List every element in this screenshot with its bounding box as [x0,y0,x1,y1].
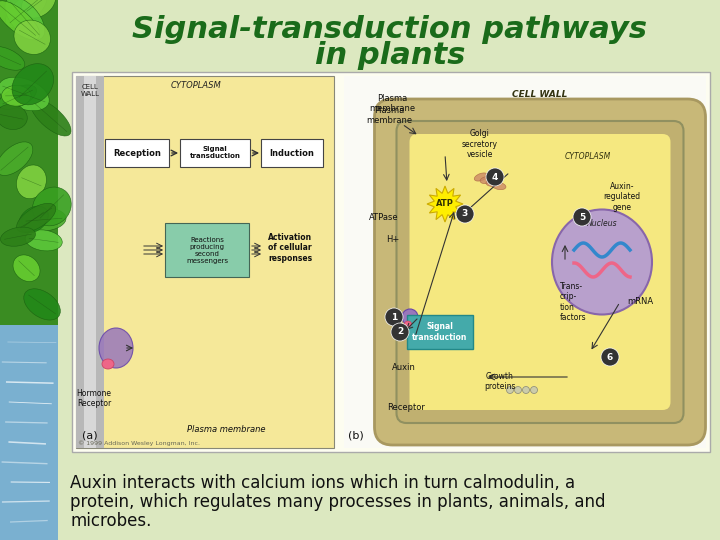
Ellipse shape [486,179,500,186]
Ellipse shape [14,20,50,55]
Ellipse shape [552,210,652,314]
Circle shape [506,387,513,394]
Text: 1: 1 [391,313,397,321]
Bar [72,72,710,452]
Circle shape [456,205,474,223]
Ellipse shape [25,230,62,251]
Bar [76,76,334,448]
Circle shape [391,323,409,341]
Text: Signal-transduction pathways: Signal-transduction pathways [132,16,647,44]
Ellipse shape [480,177,494,184]
Text: Auxin: Auxin [392,363,416,373]
Ellipse shape [17,165,46,199]
Bar [0,0,58,330]
FancyBboxPatch shape [407,315,473,349]
Ellipse shape [0,1,40,40]
Text: protein, which regulates many processes in plants, animals, and: protein, which regulates many processes … [70,493,606,511]
Text: in plants: in plants [315,40,465,70]
FancyBboxPatch shape [180,139,250,167]
Text: CELL WALL: CELL WALL [513,90,567,99]
Text: Plasma
membrane: Plasma membrane [366,106,412,125]
FancyBboxPatch shape [397,121,683,423]
Circle shape [531,387,538,394]
Ellipse shape [13,255,40,281]
Text: ATP: ATP [436,199,454,208]
Text: mRNA: mRNA [627,298,653,307]
Polygon shape [427,186,463,222]
Text: Hormone: Hormone [76,388,112,397]
Ellipse shape [5,0,45,40]
Ellipse shape [19,206,48,233]
Text: Plasma membrane: Plasma membrane [186,426,265,435]
Bar [344,76,706,448]
Ellipse shape [474,173,487,181]
Ellipse shape [22,0,55,18]
Ellipse shape [0,104,27,130]
Ellipse shape [6,0,47,28]
Ellipse shape [405,321,412,327]
FancyBboxPatch shape [105,139,169,167]
Ellipse shape [22,208,66,231]
Text: Receptor: Receptor [77,400,111,408]
Bar [84,76,96,448]
Text: Signal
transduction: Signal transduction [413,322,468,342]
FancyBboxPatch shape [410,134,670,410]
Text: Reactions
producing
second
messengers: Reactions producing second messengers [186,237,228,264]
Text: Trans-
crip-
tion
factors: Trans- crip- tion factors [560,282,587,322]
Ellipse shape [0,77,49,111]
Text: 2: 2 [397,327,403,336]
Text: Signal
transduction: Signal transduction [189,146,240,159]
Text: Induction: Induction [269,148,315,158]
Ellipse shape [1,85,31,106]
Ellipse shape [32,187,71,226]
Text: Activation
of cellular
responses: Activation of cellular responses [268,233,312,263]
Bar [0,325,58,540]
Circle shape [486,168,504,186]
Text: Reception: Reception [113,148,161,158]
Text: microbes.: microbes. [70,512,151,530]
Text: ATPase: ATPase [369,213,399,221]
Ellipse shape [12,64,53,105]
Text: 5: 5 [579,213,585,221]
Ellipse shape [0,46,25,70]
Text: 3: 3 [462,210,468,219]
Text: (b): (b) [348,430,364,440]
Text: Auxin-
regulated
gene: Auxin- regulated gene [603,182,641,212]
Text: 4: 4 [492,172,498,181]
FancyBboxPatch shape [374,99,706,445]
Circle shape [573,208,591,226]
FancyBboxPatch shape [261,139,323,167]
Ellipse shape [17,204,55,232]
Text: (a): (a) [82,430,98,440]
Text: CYTOPLASM: CYTOPLASM [171,81,221,90]
Text: Growth
proteins: Growth proteins [485,372,516,391]
Circle shape [385,308,403,326]
Text: Golgi
secretory
vesicle: Golgi secretory vesicle [462,129,498,159]
Ellipse shape [0,142,33,176]
Text: Auxin interacts with calcium ions which in turn calmodulin, a: Auxin interacts with calcium ions which … [70,474,575,492]
Ellipse shape [99,328,133,368]
Circle shape [601,348,619,366]
Text: Plasma
membrane: Plasma membrane [369,94,415,113]
Ellipse shape [1,227,35,246]
Text: 6: 6 [607,353,613,361]
Text: H+: H+ [386,234,399,244]
Text: CELL
WALL: CELL WALL [81,84,99,97]
Circle shape [515,387,521,394]
Ellipse shape [402,309,418,325]
Text: Nucleus: Nucleus [587,219,617,228]
Circle shape [523,387,529,394]
Ellipse shape [0,85,37,109]
Text: CYTOPLASM: CYTOPLASM [565,152,611,161]
Ellipse shape [30,99,71,136]
FancyBboxPatch shape [165,223,249,277]
Text: © 1999 Addison Wesley Longman, Inc.: © 1999 Addison Wesley Longman, Inc. [78,440,200,446]
Ellipse shape [102,359,114,369]
Text: Receptor: Receptor [387,403,425,413]
Bar [76,76,104,448]
Ellipse shape [492,183,506,190]
Ellipse shape [24,289,60,320]
